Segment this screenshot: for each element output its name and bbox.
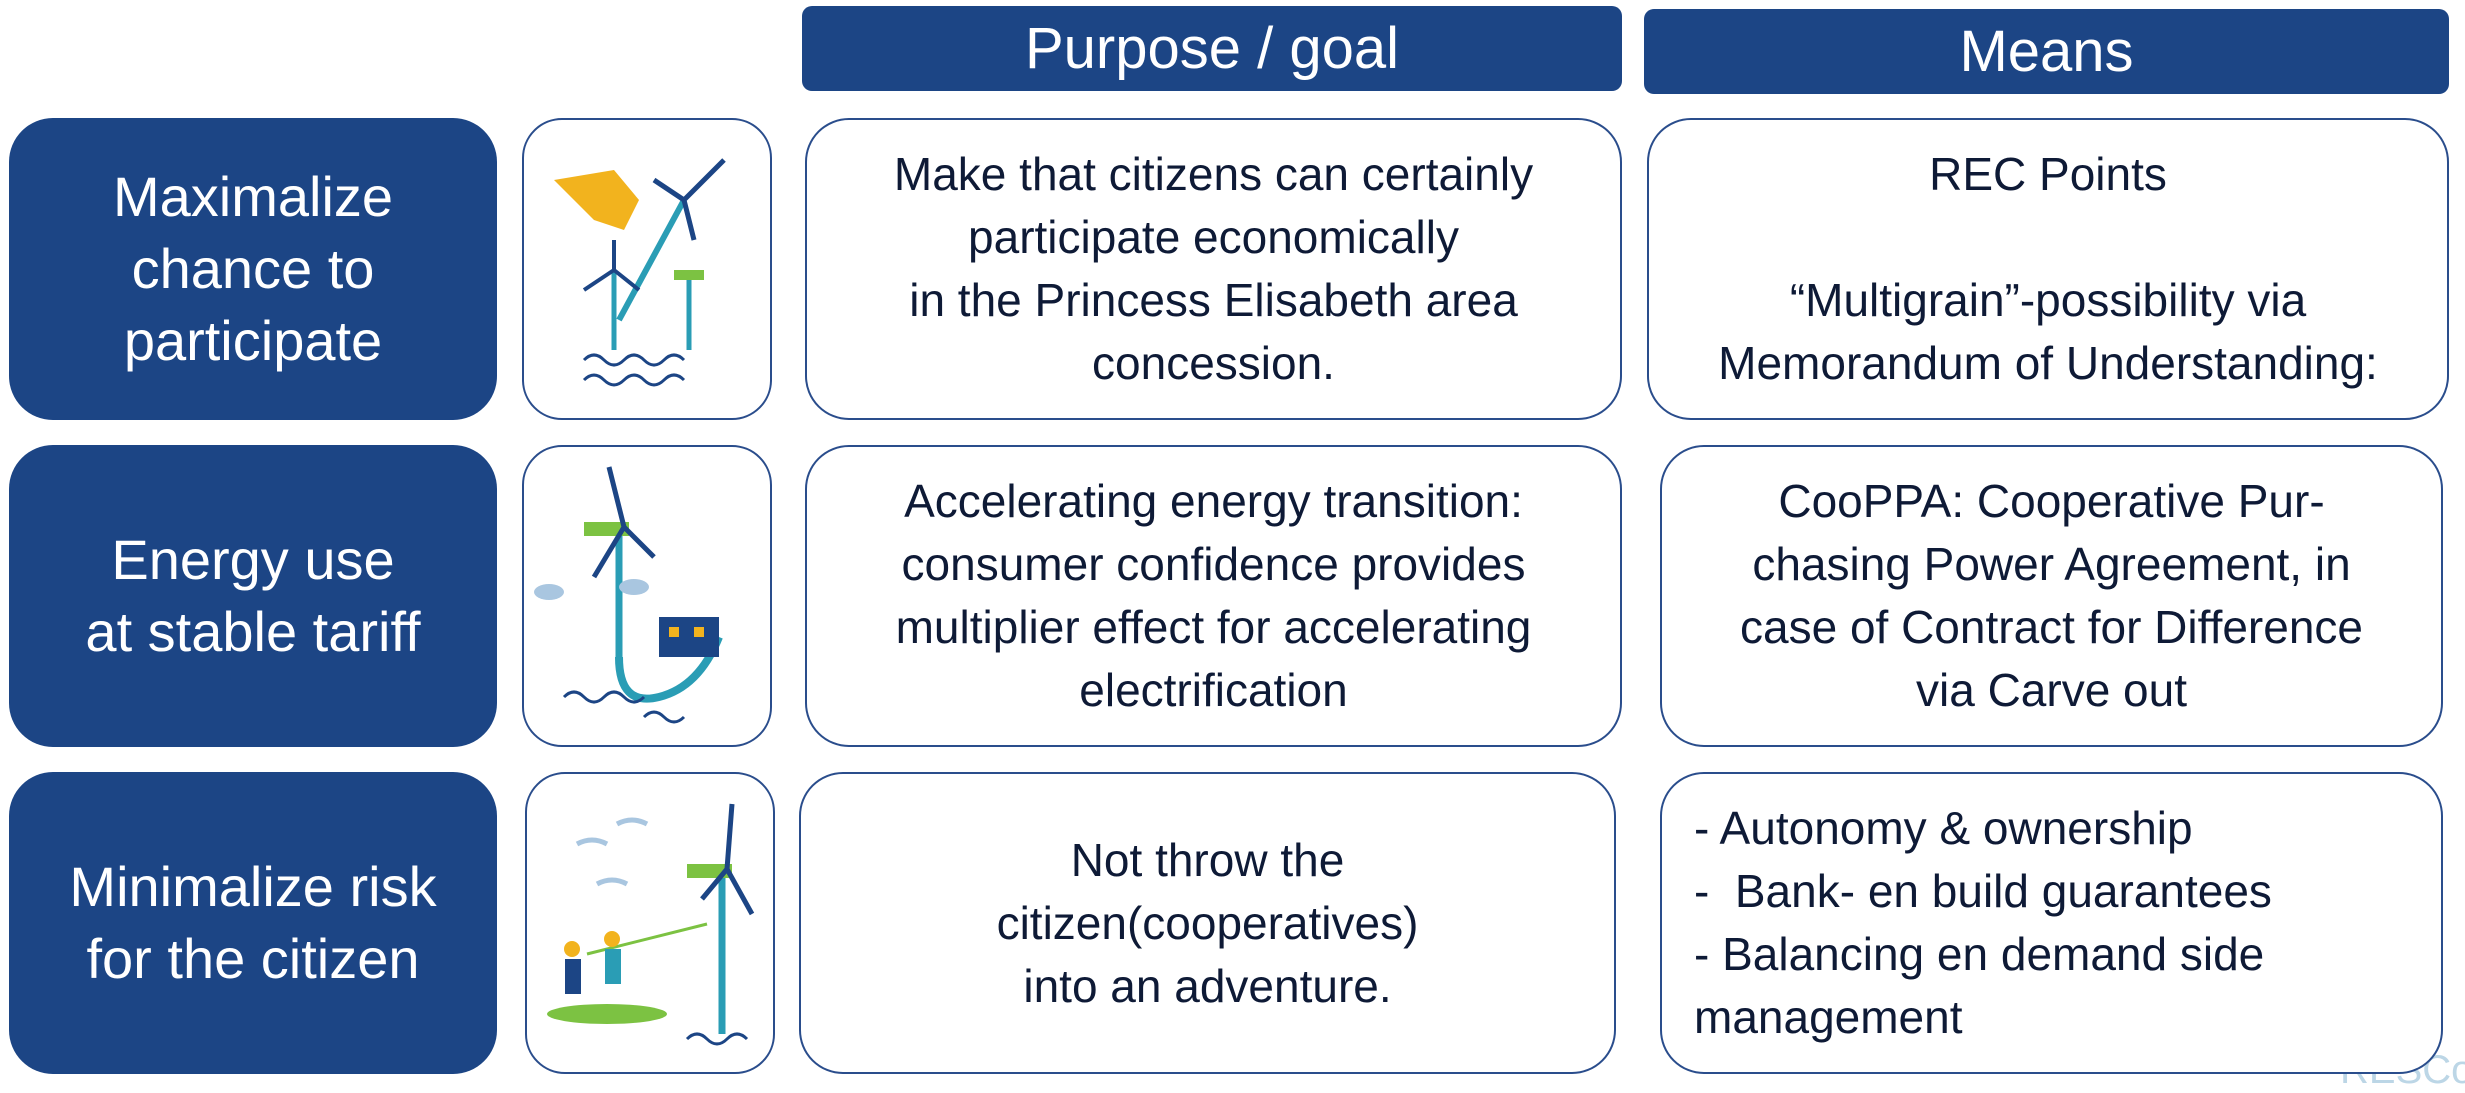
text-line: “Multigrain”-possibility via bbox=[1789, 274, 2307, 326]
row-label: Minimalize risk for the citizen bbox=[9, 772, 497, 1074]
means-box: REC Points “Multigrain”-possibility via Me… bbox=[1647, 118, 2449, 420]
text-line: Not throw the bbox=[1070, 833, 1345, 886]
text-line: participate bbox=[123, 309, 383, 372]
icon-hand-turbine bbox=[554, 158, 726, 387]
text-line: into an adventure. bbox=[1023, 959, 1392, 1012]
text-line: REC Points bbox=[1929, 148, 2167, 200]
text-line: Maximalize bbox=[112, 165, 394, 228]
purpose-box: Accelerating energy transition: consumer … bbox=[805, 445, 1622, 747]
means-box: CooPPA: Cooperative Pur-chasing Power Ag… bbox=[1660, 445, 2443, 747]
text-line: - Bank- en build guarantees bbox=[1694, 865, 2272, 917]
text-line: - Autonomy & ownership bbox=[1694, 802, 2193, 854]
row-label: Maximalize chance to participate bbox=[9, 118, 497, 420]
text-line: Memorandum of Understanding: bbox=[1718, 337, 2378, 389]
paragraph: “Multigrain”-possibility via Memorandum o… bbox=[1718, 269, 2378, 395]
text-line: participate economically bbox=[968, 211, 1459, 263]
text-line: Accelerating energy transition: bbox=[904, 475, 1523, 527]
text-line: electrification bbox=[1079, 664, 1348, 716]
icon-rope-turbine bbox=[547, 803, 755, 1046]
text-line: consumer confidence provides bbox=[901, 538, 1526, 590]
column-header: Purpose / goal bbox=[802, 6, 1622, 91]
text-line: chance to bbox=[131, 237, 375, 300]
text-line: Minimalize risk bbox=[69, 855, 437, 918]
text-line: at stable tariff bbox=[85, 600, 421, 663]
text-line: management bbox=[1694, 991, 1963, 1043]
paragraph: CooPPA: Cooperative Pur-chasing Power Ag… bbox=[1740, 470, 2363, 722]
icon-box bbox=[522, 118, 772, 420]
text-line: citizen(cooperatives) bbox=[996, 896, 1419, 949]
column-header: Means bbox=[1644, 9, 2449, 94]
means-box: - Autonomy & ownership - Bank- en build g… bbox=[1660, 772, 2443, 1074]
text-line: CooPPA: Cooperative Pur- bbox=[1778, 475, 2325, 527]
paragraph: REC Points bbox=[1929, 143, 2167, 206]
paragraph: - Autonomy & ownership - Bank- en build g… bbox=[1694, 797, 2272, 1049]
purpose-box: Not throw the citizen(cooperatives) into a… bbox=[799, 772, 1616, 1074]
icon-box bbox=[525, 772, 775, 1074]
text-line: in the Princess Elisabeth area bbox=[909, 274, 1518, 326]
text-line: Energy use bbox=[111, 528, 395, 591]
icon-turbine-city bbox=[534, 466, 723, 724]
text-line: multiplier effect for accelerating bbox=[895, 601, 1532, 653]
text-line: Make that citizens can certainly bbox=[893, 148, 1534, 200]
text-line: concession. bbox=[1092, 337, 1335, 389]
text-line: case of Contract for Difference bbox=[1740, 601, 2363, 653]
text-line: for the citizen bbox=[86, 927, 420, 990]
text-line: - Balancing en demand side bbox=[1694, 928, 2265, 980]
row-label: Energy use at stable tariff bbox=[9, 445, 497, 747]
text-line: via Carve out bbox=[1915, 664, 2187, 716]
icon-box bbox=[522, 445, 772, 747]
purpose-box: Make that citizens can certainly particip… bbox=[805, 118, 1622, 420]
text-line: chasing Power Agreement, in bbox=[1752, 538, 2351, 590]
